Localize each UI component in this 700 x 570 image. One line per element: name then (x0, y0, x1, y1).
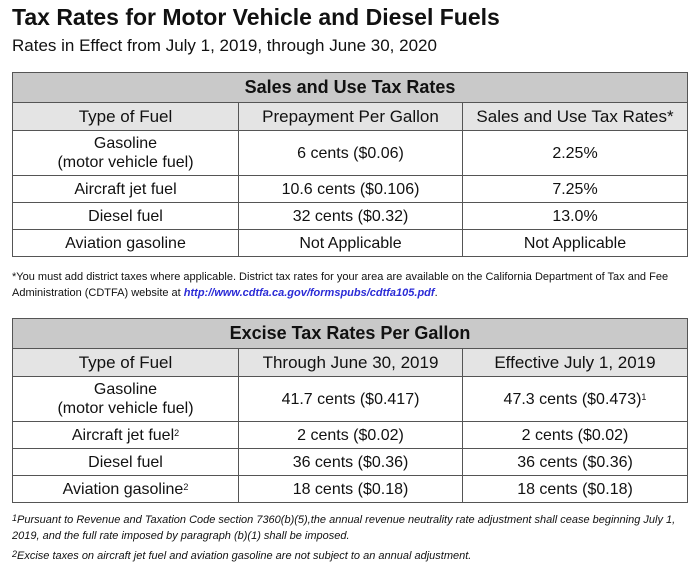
cell: 2 cents ($0.02) (238, 421, 463, 449)
cell: 2 cents ($0.02) (462, 421, 688, 449)
table-row: Gasoline (motor vehicle fuel) 41.7 cents (… (12, 376, 688, 422)
cell: 47.3 cents ($0.473)1 (462, 376, 688, 422)
sales-footnote: *You must add district taxes where appli… (12, 269, 692, 301)
fuel-type: Gasoline (93, 135, 158, 152)
fuel-type: Aviation gasoline (12, 229, 239, 257)
footnote-mark: 2 (174, 427, 180, 438)
cell: 32 cents ($0.32) (238, 202, 463, 230)
cell: 10.6 cents ($0.106) (238, 175, 463, 203)
footnote-1: 1Pursuant to Revenue and Taxation Code s… (12, 513, 676, 542)
footnote-mark: 1 (641, 391, 647, 402)
footnote-text: *You must add district taxes where appli… (12, 271, 669, 299)
table-row: Diesel fuel 36 cents ($0.36) 36 cents ($0.… (12, 448, 688, 476)
column-header: Through June 30, 2019 (238, 348, 463, 377)
fuel-type: Diesel fuel (12, 202, 239, 230)
fuel-type: Aviation gasoline2 (12, 475, 239, 503)
fuel-type: Gasoline (93, 381, 158, 398)
cell: 41.7 cents ($0.417) (238, 376, 463, 422)
column-header: Sales and Use Tax Rates* (462, 102, 688, 131)
table-row: Diesel fuel 32 cents ($0.32) 13.0% (12, 202, 688, 230)
cell: 13.0% (462, 202, 688, 230)
footnote-2: 2Excise taxes on aircraft jet fuel and a… (12, 549, 472, 562)
fuel-type: Aircraft jet fuel (12, 175, 239, 203)
table-row: Aviation gasoline2 18 cents ($0.18) 18 cen… (12, 475, 688, 503)
table-row: Gasoline (motor vehicle fuel) 6 cents ($0.… (12, 130, 688, 176)
cell: 7.25% (462, 175, 688, 203)
cell: 36 cents ($0.36) (462, 448, 688, 476)
cell: Not Applicable (238, 229, 463, 257)
page-title: Tax Rates for Motor Vehicle and Diesel F… (12, 4, 500, 30)
fuel-type-detail: (motor vehicle fuel) (57, 154, 194, 171)
footnote-end: . (434, 287, 438, 299)
footnote-mark: 2 (183, 481, 189, 492)
table-title: Sales and Use Tax Rates (12, 72, 688, 103)
column-header: Type of Fuel (12, 348, 239, 377)
cell: 18 cents ($0.18) (462, 475, 688, 503)
cell: Not Applicable (462, 229, 688, 257)
cell: 36 cents ($0.36) (238, 448, 463, 476)
page-subtitle: Rates in Effect from July 1, 2019, throu… (12, 36, 437, 55)
column-header: Effective July 1, 2019 (462, 348, 688, 377)
excise-tax-table: Excise Tax Rates Per Gallon Type of Fuel… (12, 318, 688, 503)
cell: 2.25% (462, 130, 688, 176)
column-header: Type of Fuel (12, 102, 239, 131)
table-row: Aircraft jet fuel 10.6 cents ($0.106) 7.25… (12, 175, 688, 203)
cell: 18 cents ($0.18) (238, 475, 463, 503)
fuel-type-detail: (motor vehicle fuel) (57, 400, 194, 417)
column-header: Prepayment Per Gallon (238, 102, 463, 131)
fuel-type: Diesel fuel (12, 448, 239, 476)
table-row: Aircraft jet fuel2 2 cents ($0.02) 2 cents… (12, 421, 688, 449)
sales-tax-table: Sales and Use Tax Rates Type of Fuel Pre… (12, 72, 688, 257)
table-row: Aviation gasoline Not Applicable Not Appli… (12, 229, 688, 257)
cell: 6 cents ($0.06) (238, 130, 463, 176)
table-title: Excise Tax Rates Per Gallon (12, 318, 688, 349)
cdtfa-link[interactable]: http://www.cdtfa.ca.gov/formspubs/cdtfa1… (183, 287, 435, 299)
fuel-type: Aircraft jet fuel2 (12, 421, 239, 449)
